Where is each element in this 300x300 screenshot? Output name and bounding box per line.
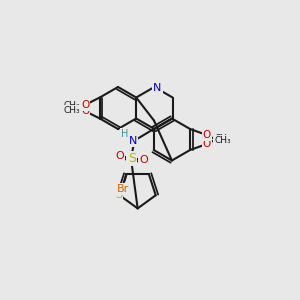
Text: N: N — [129, 136, 137, 146]
Text: Br: Br — [117, 184, 130, 194]
Text: O: O — [81, 106, 89, 116]
Text: O: O — [115, 152, 124, 161]
Text: O: O — [203, 130, 211, 140]
Text: CH₃: CH₃ — [214, 136, 231, 145]
Text: O: O — [81, 100, 89, 110]
Text: S: S — [128, 152, 136, 165]
Text: N: N — [153, 83, 162, 93]
Text: H: H — [121, 128, 128, 139]
Text: CH₃: CH₃ — [63, 106, 80, 115]
Text: CH₃: CH₃ — [63, 101, 80, 110]
Text: O: O — [203, 139, 211, 149]
Text: CH₃: CH₃ — [214, 134, 231, 143]
Text: S: S — [115, 190, 122, 200]
Text: O: O — [139, 155, 148, 165]
